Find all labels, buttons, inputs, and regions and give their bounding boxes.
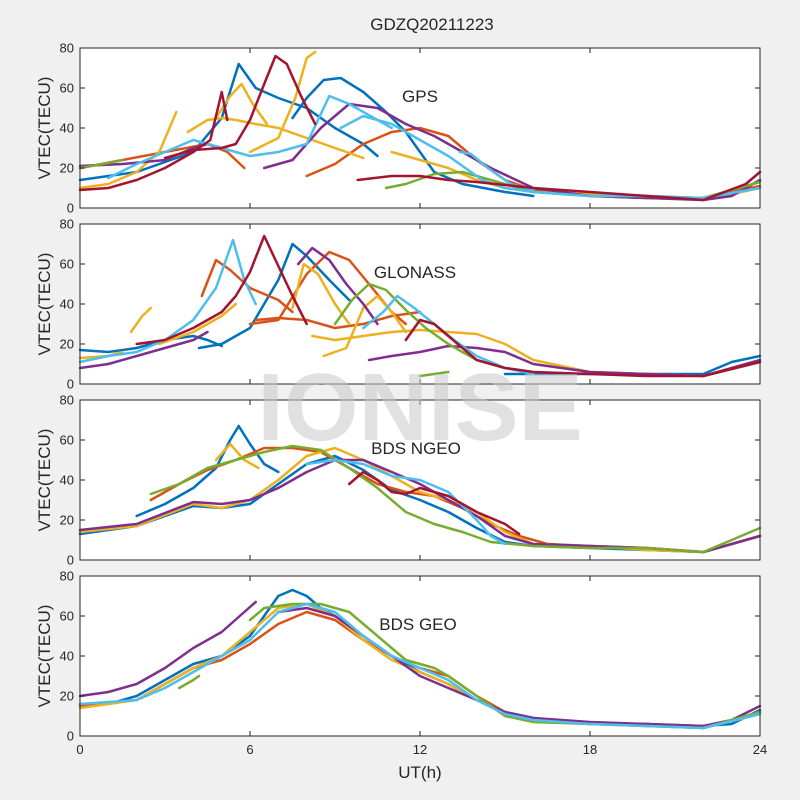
y-tick-label: 40 xyxy=(60,649,74,664)
y-tick-label: 60 xyxy=(60,257,74,272)
series-group xyxy=(78,234,762,378)
panel-label: BDS NGEO xyxy=(371,439,461,458)
series-line xyxy=(129,306,153,334)
series-line xyxy=(356,170,762,202)
series-line xyxy=(78,62,379,182)
y-axis-label: VTEC(TECU) xyxy=(35,429,54,532)
y-tick-label: 80 xyxy=(60,393,74,408)
plot-area xyxy=(80,576,760,736)
series-line xyxy=(163,54,317,160)
series-line xyxy=(367,344,762,378)
series-line xyxy=(107,94,393,180)
chart-title: GDZQ20211223 xyxy=(370,15,493,34)
y-axis-label: VTEC(TECU) xyxy=(35,253,54,356)
series-line xyxy=(291,76,535,198)
series-line xyxy=(135,424,280,518)
series-line xyxy=(197,242,351,350)
series-line xyxy=(214,82,269,126)
y-tick-label: 0 xyxy=(67,729,74,744)
panel-0: 0 20 40 60 80 VTEC(TECU) GPS xyxy=(35,41,762,216)
plot-area xyxy=(80,224,760,384)
y-tick-label: 80 xyxy=(60,41,74,56)
y-tick-label: 60 xyxy=(60,609,74,624)
series-line xyxy=(305,458,507,546)
series-line xyxy=(418,370,450,378)
y-axis-label: VTEC(TECU) xyxy=(35,605,54,708)
series-line xyxy=(78,110,178,190)
y-tick-label: 40 xyxy=(60,121,74,136)
watermark: IONISE xyxy=(257,354,582,461)
series-line xyxy=(214,442,260,470)
series-line xyxy=(186,116,365,160)
series-line xyxy=(177,674,201,690)
series-line xyxy=(78,602,762,730)
series-group xyxy=(78,50,762,202)
series-line xyxy=(78,330,209,370)
series-line xyxy=(158,302,238,346)
y-tick-label: 40 xyxy=(60,297,74,312)
y-tick-label: 80 xyxy=(60,217,74,232)
series-line xyxy=(78,600,257,698)
series-line xyxy=(347,470,521,536)
y-tick-label: 80 xyxy=(60,569,74,584)
panel-label: GLONASS xyxy=(374,263,456,282)
series-group xyxy=(78,588,762,730)
panel-label: BDS GEO xyxy=(379,615,456,634)
series-group xyxy=(78,424,762,554)
x-tick-label: 6 xyxy=(246,742,253,757)
y-axis-label: VTEC(TECU) xyxy=(35,77,54,180)
series-line xyxy=(296,246,379,326)
series-line xyxy=(254,310,422,330)
y-tick-label: 0 xyxy=(67,553,74,568)
series-line xyxy=(78,458,762,554)
y-tick-label: 20 xyxy=(60,337,74,352)
y-tick-label: 20 xyxy=(60,161,74,176)
series-line xyxy=(200,258,294,314)
x-tick-label: 12 xyxy=(413,742,427,757)
series-line xyxy=(149,444,762,554)
y-tick-label: 20 xyxy=(60,689,74,704)
series-line xyxy=(322,294,408,358)
series-line xyxy=(78,90,229,192)
series-line xyxy=(78,158,124,170)
x-tick-label: 0 xyxy=(76,742,83,757)
y-tick-label: 60 xyxy=(60,433,74,448)
x-tick-label: 18 xyxy=(583,742,597,757)
series-line xyxy=(78,238,257,364)
x-tick-label: 24 xyxy=(753,742,767,757)
panel-label: GPS xyxy=(402,87,438,106)
y-tick-label: 0 xyxy=(67,201,74,216)
series-line xyxy=(291,262,351,326)
y-tick-label: 0 xyxy=(67,377,74,392)
series-line xyxy=(248,50,317,154)
panel-2: 0 20 40 60 80 VTEC(TECU) BDS NGEO xyxy=(35,393,762,568)
y-tick-label: 20 xyxy=(60,513,74,528)
series-line xyxy=(404,318,762,378)
series-line xyxy=(135,234,308,346)
panel-1: 0 20 40 60 80 VTEC(TECU) GLONASS xyxy=(35,217,762,392)
panel-3: 0 20 40 60 80 0 6 12 18 24 VTEC(TECU) BDS GEO xyxy=(35,569,767,758)
y-tick-label: 40 xyxy=(60,473,74,488)
y-tick-label: 60 xyxy=(60,81,74,96)
x-axis-label: UT(h) xyxy=(398,763,441,782)
